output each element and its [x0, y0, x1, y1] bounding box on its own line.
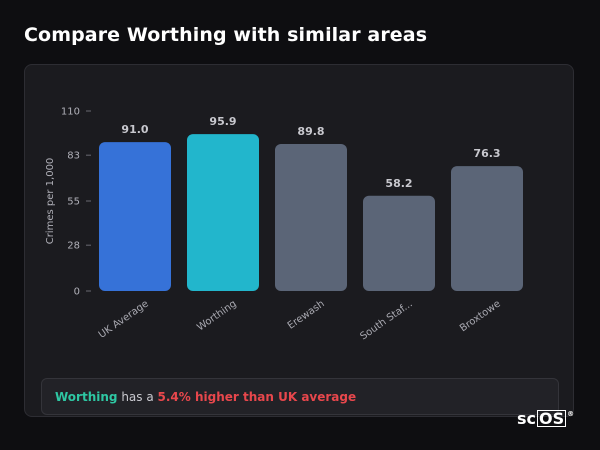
y-tick-label: 110 [61, 107, 80, 118]
brand-logo: sc OS ® [517, 410, 574, 428]
chart-card: Crimes per 1,000 0 28 55 83 110 91.0 95.9 89.8… [24, 64, 574, 417]
x-axis: UK Average Worthing Erewash South Staf... Br… [97, 298, 503, 342]
bar[interactable] [187, 134, 259, 291]
registered-mark: ® [567, 410, 575, 418]
logo-prefix: sc [517, 409, 537, 428]
page-title: Compare Worthing with similar areas [24, 24, 428, 46]
bar[interactable] [451, 166, 523, 291]
bar[interactable] [275, 144, 347, 291]
summary-difference: 5.4% higher than UK average [157, 389, 357, 404]
summary-area-name: Worthing [55, 389, 118, 404]
bar-value-label: 58.2 [385, 177, 412, 190]
bar-value-label: 95.9 [209, 115, 236, 128]
summary-connector: has a [117, 389, 158, 404]
logo-boxed-text: OS [537, 409, 567, 428]
value-labels: 91.0 95.9 89.8 58.2 76.3 [121, 115, 500, 190]
y-tick-label: 55 [67, 197, 80, 208]
bar-value-label: 91.0 [121, 123, 148, 136]
bar[interactable] [363, 195, 435, 291]
y-axis-label: Crimes per 1,000 [45, 158, 56, 245]
x-tick-label: UK Average [97, 298, 151, 340]
y-tick-label: 83 [67, 151, 80, 162]
bar-value-label: 89.8 [297, 125, 324, 138]
y-tick-label: 0 [74, 287, 80, 298]
bar[interactable] [99, 142, 171, 291]
bars [99, 134, 523, 291]
x-tick-label: Erewash [286, 298, 327, 331]
x-tick-label: Broxtowe [458, 298, 503, 334]
y-axis: 0 28 55 83 110 [61, 107, 91, 298]
x-tick-label: Worthing [195, 298, 238, 333]
comparison-summary: Worthing has a 5.4% higher than UK avera… [41, 378, 559, 415]
bar-value-label: 76.3 [473, 147, 500, 160]
bar-chart: Crimes per 1,000 0 28 55 83 110 91.0 95.9 89.8… [45, 107, 523, 342]
y-tick-label: 28 [67, 241, 80, 252]
x-tick-label: South Staf... [358, 298, 414, 342]
